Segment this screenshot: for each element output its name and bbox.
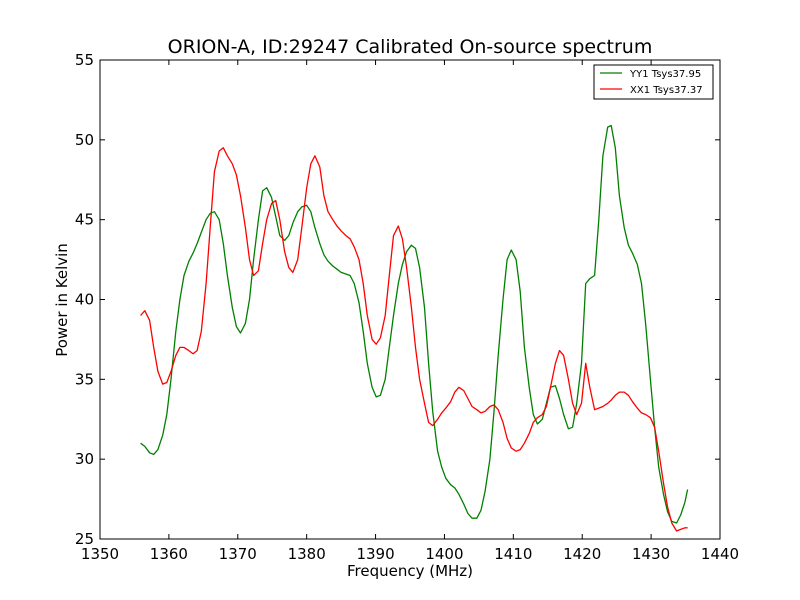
x-tick-label: 1350 [81, 545, 119, 563]
x-tick-label: 1370 [219, 545, 257, 563]
y-axis: 25 30 35 40 45 50 55 [75, 51, 720, 548]
series-line-0 [140, 124, 689, 524]
plot-frame [99, 59, 721, 540]
y-tick-label: 50 [75, 131, 94, 149]
series-line-1 [140, 147, 688, 532]
x-tick-label: 1380 [288, 545, 326, 563]
x-tick-label: 1430 [632, 545, 670, 563]
x-axis: 1350 1360 1370 1380 1390 1400 1410 1420 1430 1440 [81, 60, 739, 563]
x-tick-label: 1410 [494, 545, 532, 563]
y-tick-label: 30 [75, 450, 94, 468]
legend: YY1 Tsys37.95 XX1 Tsys37.37 [593, 64, 714, 100]
chart-title: ORION-A, ID:29247 Calibrated On-source s… [168, 36, 653, 58]
x-tick-label: 1400 [425, 545, 463, 563]
legend-box [593, 64, 714, 100]
x-axis-label: Frequency (MHz) [347, 562, 473, 580]
y-tick-label: 35 [75, 370, 94, 388]
y-tick-label: 55 [75, 51, 94, 69]
x-tick-label: 1360 [150, 545, 188, 563]
y-tick-label: 45 [75, 211, 94, 229]
x-tick-label: 1440 [701, 545, 739, 563]
legend-label-xx1: XX1 Tsys37.37 [630, 85, 703, 96]
series-layer [140, 124, 689, 532]
y-tick-label: 25 [75, 530, 94, 548]
legend-label-yy1: YY1 Tsys37.95 [629, 69, 701, 80]
y-tick-label: 40 [75, 291, 94, 309]
x-tick-label: 1390 [356, 545, 394, 563]
y-axis-label: Power in Kelvin [53, 243, 71, 357]
x-tick-label: 1420 [563, 545, 601, 563]
